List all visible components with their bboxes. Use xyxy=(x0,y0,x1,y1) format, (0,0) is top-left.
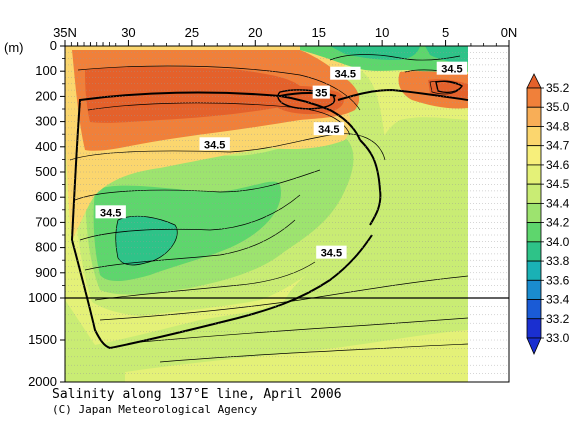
colorbar-segment xyxy=(526,164,542,185)
colorbar-label: 34.4 xyxy=(546,196,570,210)
y-tick-label: 1000 xyxy=(28,290,57,305)
colorbar-label: 34.8 xyxy=(546,119,570,133)
x-tick-label: 35N xyxy=(53,25,77,40)
colorbar-label: 33.4 xyxy=(546,293,570,307)
colorbar-label: 35.2 xyxy=(546,81,570,95)
y-tick-label: 0 xyxy=(50,38,57,53)
contour-label: 34.5 xyxy=(321,248,342,260)
colorbar-segment xyxy=(526,241,542,262)
x-tick-label: 0N xyxy=(501,25,518,40)
contour-label-bg xyxy=(436,61,468,75)
region-35-2 xyxy=(85,67,302,123)
y-tick-label: 300 xyxy=(35,114,57,129)
chart-credit: (C) Japan Meteorological Agency xyxy=(52,403,258,416)
region-surface-fresh xyxy=(300,46,468,74)
y-tick-label: 500 xyxy=(35,164,57,179)
colorbar-label: 33.2 xyxy=(546,312,570,326)
plot-area xyxy=(65,46,509,382)
colorbar-segment xyxy=(526,202,542,224)
contour-label-bg xyxy=(312,85,330,99)
contour-label: 34.5 xyxy=(441,64,462,76)
colorbar-segment xyxy=(526,279,542,300)
colorbar-segment xyxy=(526,318,542,339)
region-34-6-deep xyxy=(125,330,468,382)
y-tick-label: 700 xyxy=(35,214,57,229)
y-tick-label: 1500 xyxy=(28,332,57,347)
colorbar-label: 34.0 xyxy=(546,235,570,249)
colorbar-segment xyxy=(526,260,542,281)
contour-label-bg xyxy=(330,66,361,80)
colorbar-segment xyxy=(526,299,542,320)
x-tick-label: 5 xyxy=(442,25,449,40)
contour-label: 34.5 xyxy=(204,139,225,151)
colorbar-label: 33.6 xyxy=(546,273,570,287)
grid-lines xyxy=(65,52,509,374)
y-axis-unit-label: (m) xyxy=(4,40,24,55)
contour-label-bg xyxy=(316,245,347,259)
plot-frame xyxy=(64,45,510,383)
y-tick-label: 600 xyxy=(35,189,57,204)
colorbar-segment xyxy=(526,145,542,166)
contour-label-bg xyxy=(313,122,345,136)
region-surface-fresh-core xyxy=(330,46,420,60)
contour-label: 35 xyxy=(315,88,327,100)
y-tick-label: 200 xyxy=(35,88,57,103)
colorbar-label: 35.0 xyxy=(546,100,570,114)
contour-label: 34.5 xyxy=(318,124,339,136)
x-tick-label: 25 xyxy=(185,25,199,40)
colorbar-segment xyxy=(526,126,542,147)
chart-title: Salinity along 137°E line, April 2006 xyxy=(52,387,342,402)
region-surface-fresh-east xyxy=(425,46,468,63)
colorbar-segment xyxy=(526,87,542,108)
x-tick-label: 30 xyxy=(121,25,135,40)
contour-labels: 35 34.5 34.5 34.5 34.5 34.5 34.5 xyxy=(95,61,468,260)
colorbar-segment xyxy=(526,222,542,243)
y-tick-label: 800 xyxy=(35,240,57,255)
contour-34-5 xyxy=(71,88,469,350)
colorbar-label: 34.7 xyxy=(546,139,570,153)
colorbar-label: 34.5 xyxy=(546,177,570,191)
colorbar: 35.2 35.0 34.8 34.7 34.6 34.5 34.4 34.2 34.0 33.8… xyxy=(526,73,570,355)
contour-label: 34.5 xyxy=(335,69,356,81)
x-tick-label: 10 xyxy=(375,25,389,40)
contour-label-bg xyxy=(199,137,230,151)
colorbar-label: 34.6 xyxy=(546,158,570,172)
contour-label-bg xyxy=(95,205,126,219)
colorbar-segment xyxy=(526,183,542,204)
x-tick-label: 20 xyxy=(248,25,262,40)
y-tick-label: 2000 xyxy=(28,374,57,389)
colorbar-segment xyxy=(526,106,542,127)
y-tick-label: 400 xyxy=(35,139,57,154)
region-34-0 xyxy=(115,216,178,265)
y-tick-label: 900 xyxy=(35,265,57,280)
colorbar-cap-top xyxy=(526,73,542,89)
y-axis: 0 100 200 300 400 500 600 700 800 900 1000 1500 2000 xyxy=(28,38,65,389)
colorbar-cap-bottom xyxy=(526,337,542,355)
x-axis: 35N 30 25 20 15 10 5 0N xyxy=(53,25,517,46)
y-tick-label: 100 xyxy=(35,63,57,78)
contour-label: 34.5 xyxy=(100,207,121,219)
colorbar-label: 34.2 xyxy=(546,216,570,230)
contour-equator-closed xyxy=(435,80,463,94)
colorbar-label: 33.0 xyxy=(546,331,570,345)
colorbar-label: 33.8 xyxy=(546,254,570,268)
contour-lines xyxy=(69,54,469,363)
x-tick-label: 15 xyxy=(311,25,325,40)
